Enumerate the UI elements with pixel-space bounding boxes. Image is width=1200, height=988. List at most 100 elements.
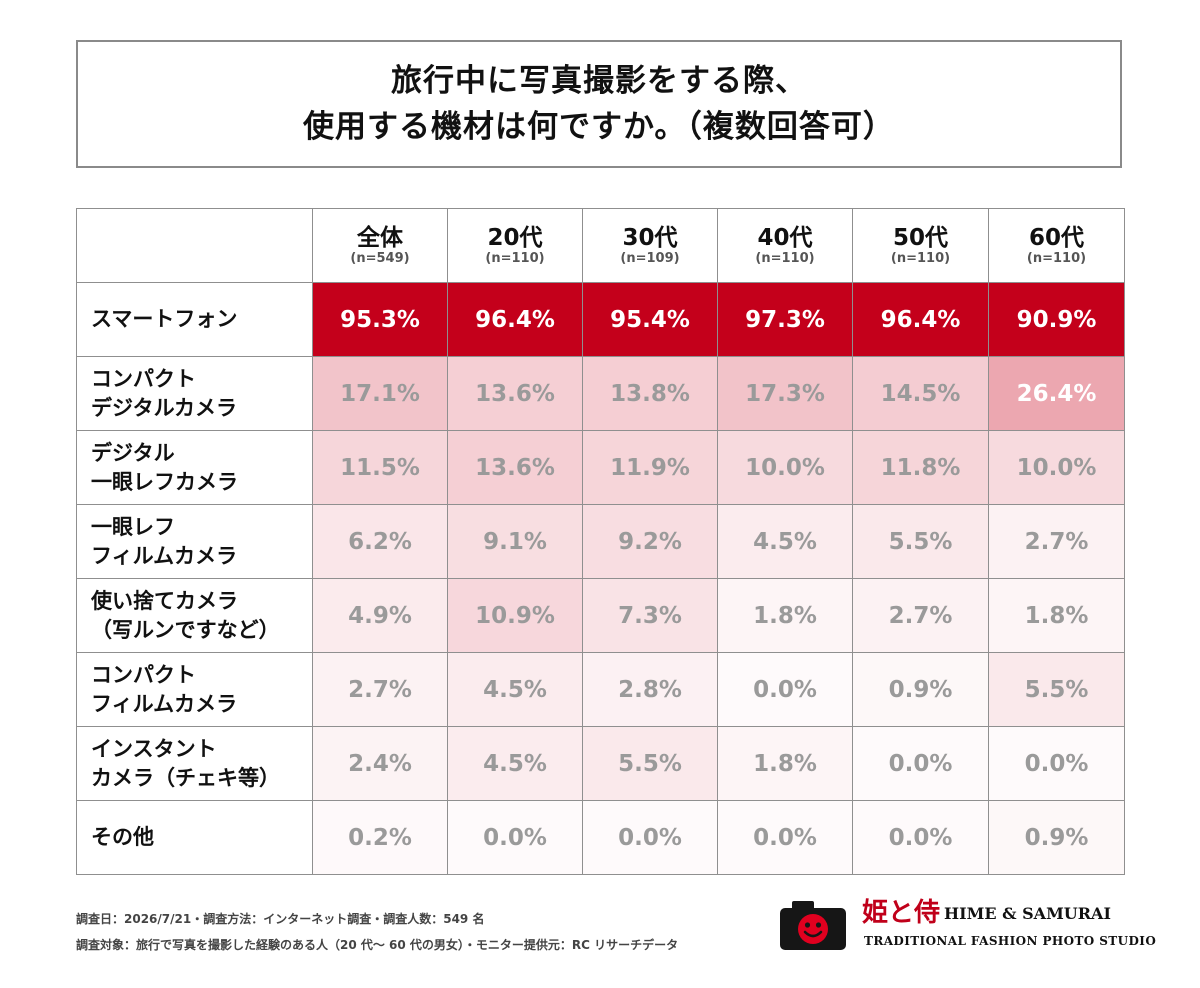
table-row: その他 0.2% 0.0% 0.0% 0.0% 0.0% 0.9% (76, 800, 1125, 875)
column-header: 20代 (n=110) (447, 208, 583, 283)
value-cell: 90.9% (988, 282, 1125, 357)
column-label: 30代 (622, 224, 678, 251)
value-cell: 97.3% (717, 282, 853, 357)
row-label-line: コンパクト (91, 662, 196, 687)
column-sample-size: (n=110) (485, 250, 545, 266)
value-cell: 1.8% (988, 578, 1125, 653)
title-line-2: 使用する機材は何ですか。（複数回答可） (303, 109, 895, 145)
column-sample-size: (n=110) (755, 250, 815, 266)
footer-notes: 調査日：2026/7/21・調査方法：インターネット調査・調査人数：549 名 … (76, 906, 678, 958)
value-cell: 2.7% (988, 504, 1125, 579)
value-cell: 13.6% (447, 430, 583, 505)
value-cell: 14.5% (852, 356, 989, 431)
value-cell: 95.4% (582, 282, 718, 357)
value-cell: 9.1% (447, 504, 583, 579)
column-header: 40代 (n=110) (717, 208, 853, 283)
value-cell: 9.2% (582, 504, 718, 579)
row-label-line: 一眼レフ (91, 514, 175, 539)
value-cell: 5.5% (988, 652, 1125, 727)
value-cell: 0.0% (717, 652, 853, 727)
value-cell: 0.0% (447, 800, 583, 875)
brand-name-jp: 姫と侍 (862, 898, 941, 928)
row-label-line: その他 (91, 825, 154, 849)
row-label-line: スマートフォン (91, 307, 238, 331)
value-cell: 2.4% (312, 726, 448, 801)
value-cell: 0.0% (988, 726, 1125, 801)
brand-logo: 姫と侍 HIME & SAMURAI TRADITIONAL FASHION P… (780, 894, 1156, 956)
footer-line-1: 調査日：2026/7/21・調査方法：インターネット調査・調査人数：549 名 (76, 912, 485, 926)
value-cell: 11.8% (852, 430, 989, 505)
row-label-line: デジタルカメラ (91, 395, 237, 420)
value-cell: 0.9% (988, 800, 1125, 875)
row-label-line: コンパクト (91, 366, 196, 391)
column-header: 30代 (n=109) (582, 208, 718, 283)
value-cell: 96.4% (852, 282, 989, 357)
value-cell: 13.8% (582, 356, 718, 431)
value-cell: 7.3% (582, 578, 718, 653)
value-cell: 0.2% (312, 800, 448, 875)
value-cell: 96.4% (447, 282, 583, 357)
table-row: コンパクト デジタルカメラ 17.1% 13.6% 13.8% 17.3% 14.5% 26.… (76, 356, 1125, 431)
row-label-line: フィルムカメラ (91, 543, 238, 568)
value-cell: 2.7% (852, 578, 989, 653)
row-label-line: デジタル (91, 440, 175, 465)
footer-line-2: 調査対象：旅行で写真を撮影した経験のある人（20 代～ 60 代の男女）・モニタ… (76, 938, 679, 952)
row-label-line: （写ルンですなど） (91, 617, 280, 642)
value-cell: 5.5% (582, 726, 718, 801)
value-cell: 4.5% (447, 726, 583, 801)
value-cell: 11.9% (582, 430, 718, 505)
value-cell: 0.0% (717, 800, 853, 875)
row-label: その他 (76, 800, 313, 875)
value-cell: 4.9% (312, 578, 448, 653)
row-label-line: カメラ（チェキ等） (91, 765, 280, 790)
row-label: コンパクトフィルムカメラ (76, 652, 313, 727)
table-row: 使い捨てカメラ （写ルンですなど） 4.9% 10.9% 7.3% 1.8% 2.7% 1.8… (76, 578, 1125, 653)
column-header: 60代 (n=110) (988, 208, 1125, 283)
column-header: 50代 (n=110) (852, 208, 989, 283)
title-box: 旅行中に写真撮影をする際、 使用する機材は何ですか。（複数回答可） (76, 40, 1122, 168)
row-label: デジタル 一眼レフカメラ (76, 430, 313, 505)
brand-tagline: TRADITIONAL FASHION PHOTO STUDIO (864, 934, 1157, 948)
value-cell: 4.5% (447, 652, 583, 727)
row-label: 使い捨てカメラ （写ルンですなど） (76, 578, 313, 653)
value-cell: 0.0% (852, 800, 989, 875)
value-cell: 17.1% (312, 356, 448, 431)
column-sample-size: (n=549) (350, 250, 410, 266)
value-cell: 2.8% (582, 652, 718, 727)
row-label: インスタントカメラ（チェキ等） (76, 726, 313, 801)
row-label: コンパクトデジタルカメラ (76, 356, 313, 431)
row-label: スマートフォン (76, 282, 313, 357)
column-header: 全体 (n=549) (312, 208, 448, 283)
value-cell: 2.7% (312, 652, 448, 727)
column-label: 40代 (757, 224, 813, 251)
row-label-line: フィルムカメラ (91, 691, 238, 716)
value-cell: 11.5% (312, 430, 448, 505)
results-table: 全体 (n=549) 20代 (n=110) 30代 (n=109) 40代 (n=110) 5… (76, 208, 1125, 875)
value-cell: 95.3% (312, 282, 448, 357)
table-body: スマートフォン 95.3% 96.4% 95.4% 97.3% 96.4% 90.9% コンパ… (76, 282, 1125, 875)
table-row: コンパクト フィルムカメラ 2.7% 4.5% 2.8% 0.0% 0.9% 5.5% (76, 652, 1125, 727)
title-line-1: 旅行中に写真撮影をする際、 (391, 63, 807, 99)
column-label: 50代 (892, 224, 948, 251)
value-cell: 10.9% (447, 578, 583, 653)
column-sample-size: (n=109) (620, 250, 680, 266)
value-cell: 0.9% (852, 652, 989, 727)
table-row: インスタント カメラ（チェキ等） 2.4% 4.5% 5.5% 1.8% 0.0% 0.0% (76, 726, 1125, 801)
table-row: デジタル 一眼レフカメラ 11.5% 13.6% 11.9% 10.0% 11.8% 10.0… (76, 430, 1125, 505)
header-row: 全体 (n=549) 20代 (n=110) 30代 (n=109) 40代 (n=110) 5… (76, 208, 1125, 283)
value-cell: 10.0% (988, 430, 1125, 505)
corner-cell (76, 208, 313, 283)
table-row: スマートフォン 95.3% 96.4% 95.4% 97.3% 96.4% 90.9% (76, 282, 1125, 357)
value-cell: 5.5% (852, 504, 989, 579)
value-cell: 1.8% (717, 578, 853, 653)
value-cell: 1.8% (717, 726, 853, 801)
column-label: 60代 (1028, 224, 1084, 251)
value-cell: 17.3% (717, 356, 853, 431)
row-label: 一眼レフフィルムカメラ (76, 504, 313, 579)
value-cell: 10.0% (717, 430, 853, 505)
value-cell: 26.4% (988, 356, 1125, 431)
table-row: 一眼レフ フィルムカメラ 6.2% 9.1% 9.2% 4.5% 5.5% 2.7% (76, 504, 1125, 579)
value-cell: 13.6% (447, 356, 583, 431)
row-label-line: インスタント (91, 736, 217, 761)
brand-name-en: HIME & SAMURAI (944, 904, 1111, 923)
